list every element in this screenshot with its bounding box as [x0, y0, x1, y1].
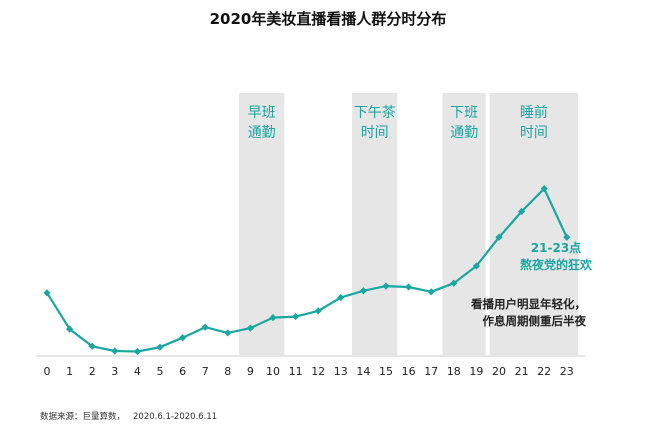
x-tick-label: 13	[334, 365, 348, 378]
data-source-label: 数据来源：巨量算数，	[40, 412, 126, 422]
annotation-late-night-line2: 熬夜党的狂欢	[519, 258, 592, 272]
data-point	[224, 329, 232, 337]
x-tick-label: 16	[402, 365, 416, 378]
data-point	[179, 334, 187, 342]
x-tick-label: 18	[447, 365, 461, 378]
x-tick-label: 6	[179, 365, 186, 378]
data-point	[359, 287, 367, 295]
x-tick-label: 8	[224, 365, 231, 378]
x-tick-label: 7	[202, 365, 209, 378]
data-point	[246, 324, 254, 332]
data-source-range: 2020.6.1-2020.6.11	[133, 412, 218, 422]
x-tick-label: 9	[247, 365, 254, 378]
data-point	[450, 279, 458, 287]
x-tick-label: 0	[44, 365, 51, 378]
annotation-late-night: 21-23点 熬夜党的狂欢	[506, 240, 606, 274]
x-tick-label: 19	[469, 365, 483, 378]
time-band-label: 早班	[248, 105, 276, 121]
data-point	[405, 283, 413, 291]
time-band-label: 下午茶	[354, 105, 396, 121]
data-point	[156, 343, 164, 351]
data-point	[540, 185, 548, 193]
data-point	[495, 233, 503, 241]
x-tick-label: 11	[289, 365, 303, 378]
data-point	[269, 314, 277, 322]
x-tick-label: 14	[356, 365, 370, 378]
data-point	[66, 325, 74, 333]
data-point	[43, 289, 51, 297]
x-tick-label: 22	[537, 365, 551, 378]
x-tick-label: 17	[424, 365, 438, 378]
time-band-label: 通勤	[450, 125, 478, 141]
time-band-label: 下班	[450, 105, 478, 121]
data-point	[88, 342, 96, 350]
chart-title: 2020年美妆直播看播人群分时分布	[209, 10, 447, 28]
series-line	[46, 187, 568, 353]
x-tick-label: 10	[266, 365, 280, 378]
data-source: 数据来源：巨量算数， 2020.6.1-2020.6.11	[40, 410, 217, 422]
x-tick-label: 1	[66, 365, 73, 378]
time-band	[442, 93, 486, 355]
x-tick-label: 5	[157, 365, 164, 378]
data-point	[314, 307, 322, 315]
annotation-younger-viewers-line1: 看播用户明显年轻化，	[471, 297, 586, 311]
data-point	[518, 207, 526, 216]
time-band-label: 时间	[361, 125, 389, 141]
annotation-younger-viewers: 看播用户明显年轻化， 作息周期侧重后半夜	[440, 296, 586, 330]
time-band-label: 通勤	[248, 125, 276, 141]
data-point	[472, 262, 480, 270]
time-band	[352, 93, 398, 355]
data-point	[201, 323, 209, 331]
data-point	[111, 347, 119, 355]
data-point	[292, 312, 300, 321]
x-tick-label: 15	[379, 365, 393, 378]
x-tick-label: 20	[492, 365, 506, 378]
x-tick-label: 3	[111, 365, 118, 378]
time-band	[239, 93, 285, 355]
annotation-younger-viewers-line2: 作息周期侧重后半夜	[482, 314, 587, 328]
x-tick-label: 4	[134, 365, 141, 378]
x-tick-label: 23	[560, 365, 574, 378]
data-point	[133, 347, 141, 356]
time-band-label: 睡前	[520, 104, 548, 121]
x-tick-label: 2	[89, 365, 96, 378]
data-point	[337, 293, 345, 302]
x-tick-label: 12	[311, 365, 325, 378]
annotation-late-night-line1: 21-23点	[530, 241, 582, 255]
time-band	[489, 93, 579, 355]
data-point	[563, 233, 571, 241]
data-point	[427, 288, 435, 296]
data-point	[382, 282, 390, 290]
time-band-label: 时间	[520, 125, 548, 141]
x-tick-label: 21	[515, 365, 529, 378]
